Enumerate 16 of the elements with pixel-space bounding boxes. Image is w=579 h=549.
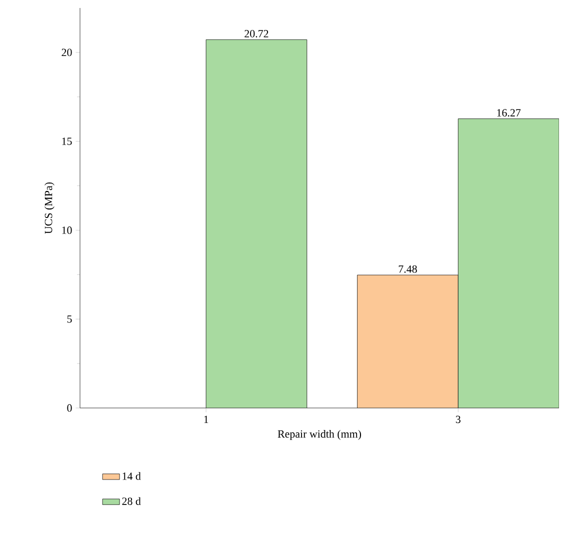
y-tick-label: 20 xyxy=(62,48,72,56)
y-axis-title: UCS (MPa) xyxy=(44,182,54,234)
x-tick-label: 1 xyxy=(204,416,208,423)
y-tick-label: 15 xyxy=(62,138,72,145)
bar xyxy=(458,118,560,408)
data-label: 16.27 xyxy=(497,109,521,117)
x-tick-label: 3 xyxy=(456,416,460,424)
data-label: 20.72 xyxy=(244,30,268,38)
x-axis-title: Repair width (mm) xyxy=(278,430,362,440)
y-tick-label: 10 xyxy=(62,226,72,234)
legend-label: 28 d xyxy=(122,497,141,505)
y-tick-label: 5 xyxy=(67,315,72,323)
bar xyxy=(206,40,307,408)
legend-label: 14 d xyxy=(122,472,141,480)
y-tick-label: 0 xyxy=(67,404,72,412)
data-label: 7.48 xyxy=(398,265,417,273)
